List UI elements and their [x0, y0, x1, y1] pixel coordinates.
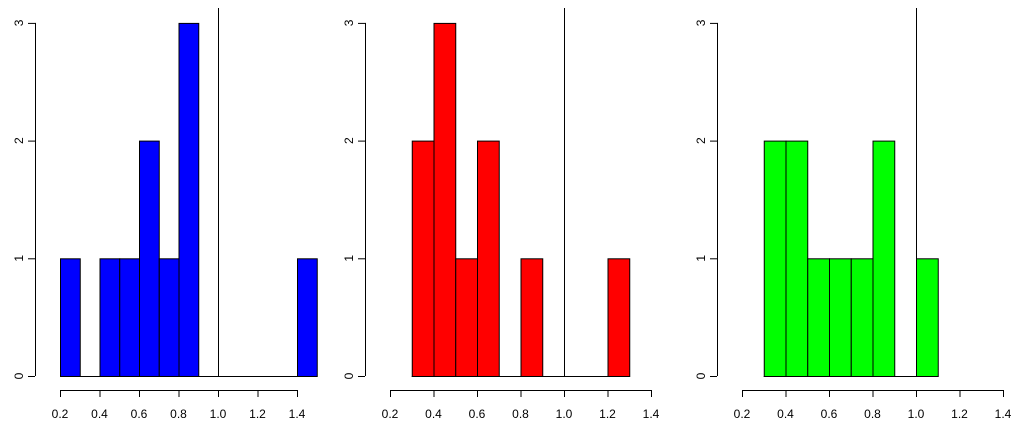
histogram-panel-2: 0.2 0.4 0.6 0.8 1.0 1.2 1.4 0 1 2 3 [342, 8, 660, 421]
x-tick-label: 0.6 [469, 407, 486, 421]
histogram-bar [411, 140, 435, 377]
x-tick-label: 0.8 [170, 407, 187, 421]
histogram-bar [178, 22, 200, 378]
y-tick-label: 1 [342, 255, 356, 262]
y-tick-label: 0 [342, 372, 356, 379]
x-tick-label: 0.2 [382, 407, 399, 421]
histogram-bar [520, 258, 544, 377]
x-tick-label: 1.0 [210, 407, 227, 421]
histogram-panel-3: 0.2 0.4 0.6 0.8 1.0 1.2 1.4 0 1 2 3 [694, 8, 1012, 421]
x-tick-label: 1.2 [951, 407, 968, 421]
x-tick-label: 0.4 [425, 407, 442, 421]
histogram-bar [455, 258, 478, 377]
x-tick-label: 0.6 [821, 407, 838, 421]
x-tick-label: 0.4 [777, 407, 794, 421]
x-tick-label: 1.2 [599, 407, 616, 421]
histogram-bar [916, 258, 939, 377]
histogram-bar [433, 22, 457, 378]
x-tick-label: 0.8 [512, 407, 529, 421]
y-tick-label: 2 [694, 137, 708, 144]
histogram-bar [99, 258, 121, 377]
histogram-panel-1: 0.2 0.4 0.6 0.8 1.0 1.2 1.4 0 1 2 3 [12, 8, 318, 421]
x-tick-label: 1.4 [995, 407, 1012, 421]
y-tick-label: 1 [694, 255, 708, 262]
histogram-bar [872, 140, 896, 377]
x-tick-label: 1.4 [289, 407, 306, 421]
histogram-bar [60, 258, 81, 377]
x-tick-label: 0.8 [864, 407, 881, 421]
histogram-bar [607, 258, 631, 377]
x-tick-label: 1.2 [249, 407, 266, 421]
x-tick-label: 0.2 [52, 407, 69, 421]
y-tick-label: 3 [12, 19, 26, 26]
x-tick-label: 1.0 [908, 407, 925, 421]
y-tick-label: 2 [12, 137, 26, 144]
histogram-bar [807, 258, 830, 377]
histogram-bar [763, 140, 787, 377]
y-tick-label: 3 [342, 19, 356, 26]
y-tick-label: 1 [12, 255, 26, 262]
x-tick-label: 1.0 [556, 407, 573, 421]
histogram-bar [139, 140, 160, 377]
y-tick-label: 2 [342, 137, 356, 144]
x-tick-label: 1.4 [643, 407, 660, 421]
x-tick-label: 0.6 [131, 407, 148, 421]
histogram-bar [158, 258, 180, 377]
y-tick-label: 0 [12, 372, 26, 379]
histogram-bar [477, 140, 500, 377]
histogram-bar [850, 258, 874, 377]
y-tick-label: 3 [694, 19, 708, 26]
y-tick-label: 0 [694, 372, 708, 379]
histogram-bar [119, 258, 140, 377]
histogram-bar [297, 258, 318, 377]
x-tick-label: 0.2 [734, 407, 751, 421]
x-tick-label: 0.4 [91, 407, 108, 421]
histogram-bar [785, 140, 809, 377]
histogram-bar [829, 258, 852, 377]
